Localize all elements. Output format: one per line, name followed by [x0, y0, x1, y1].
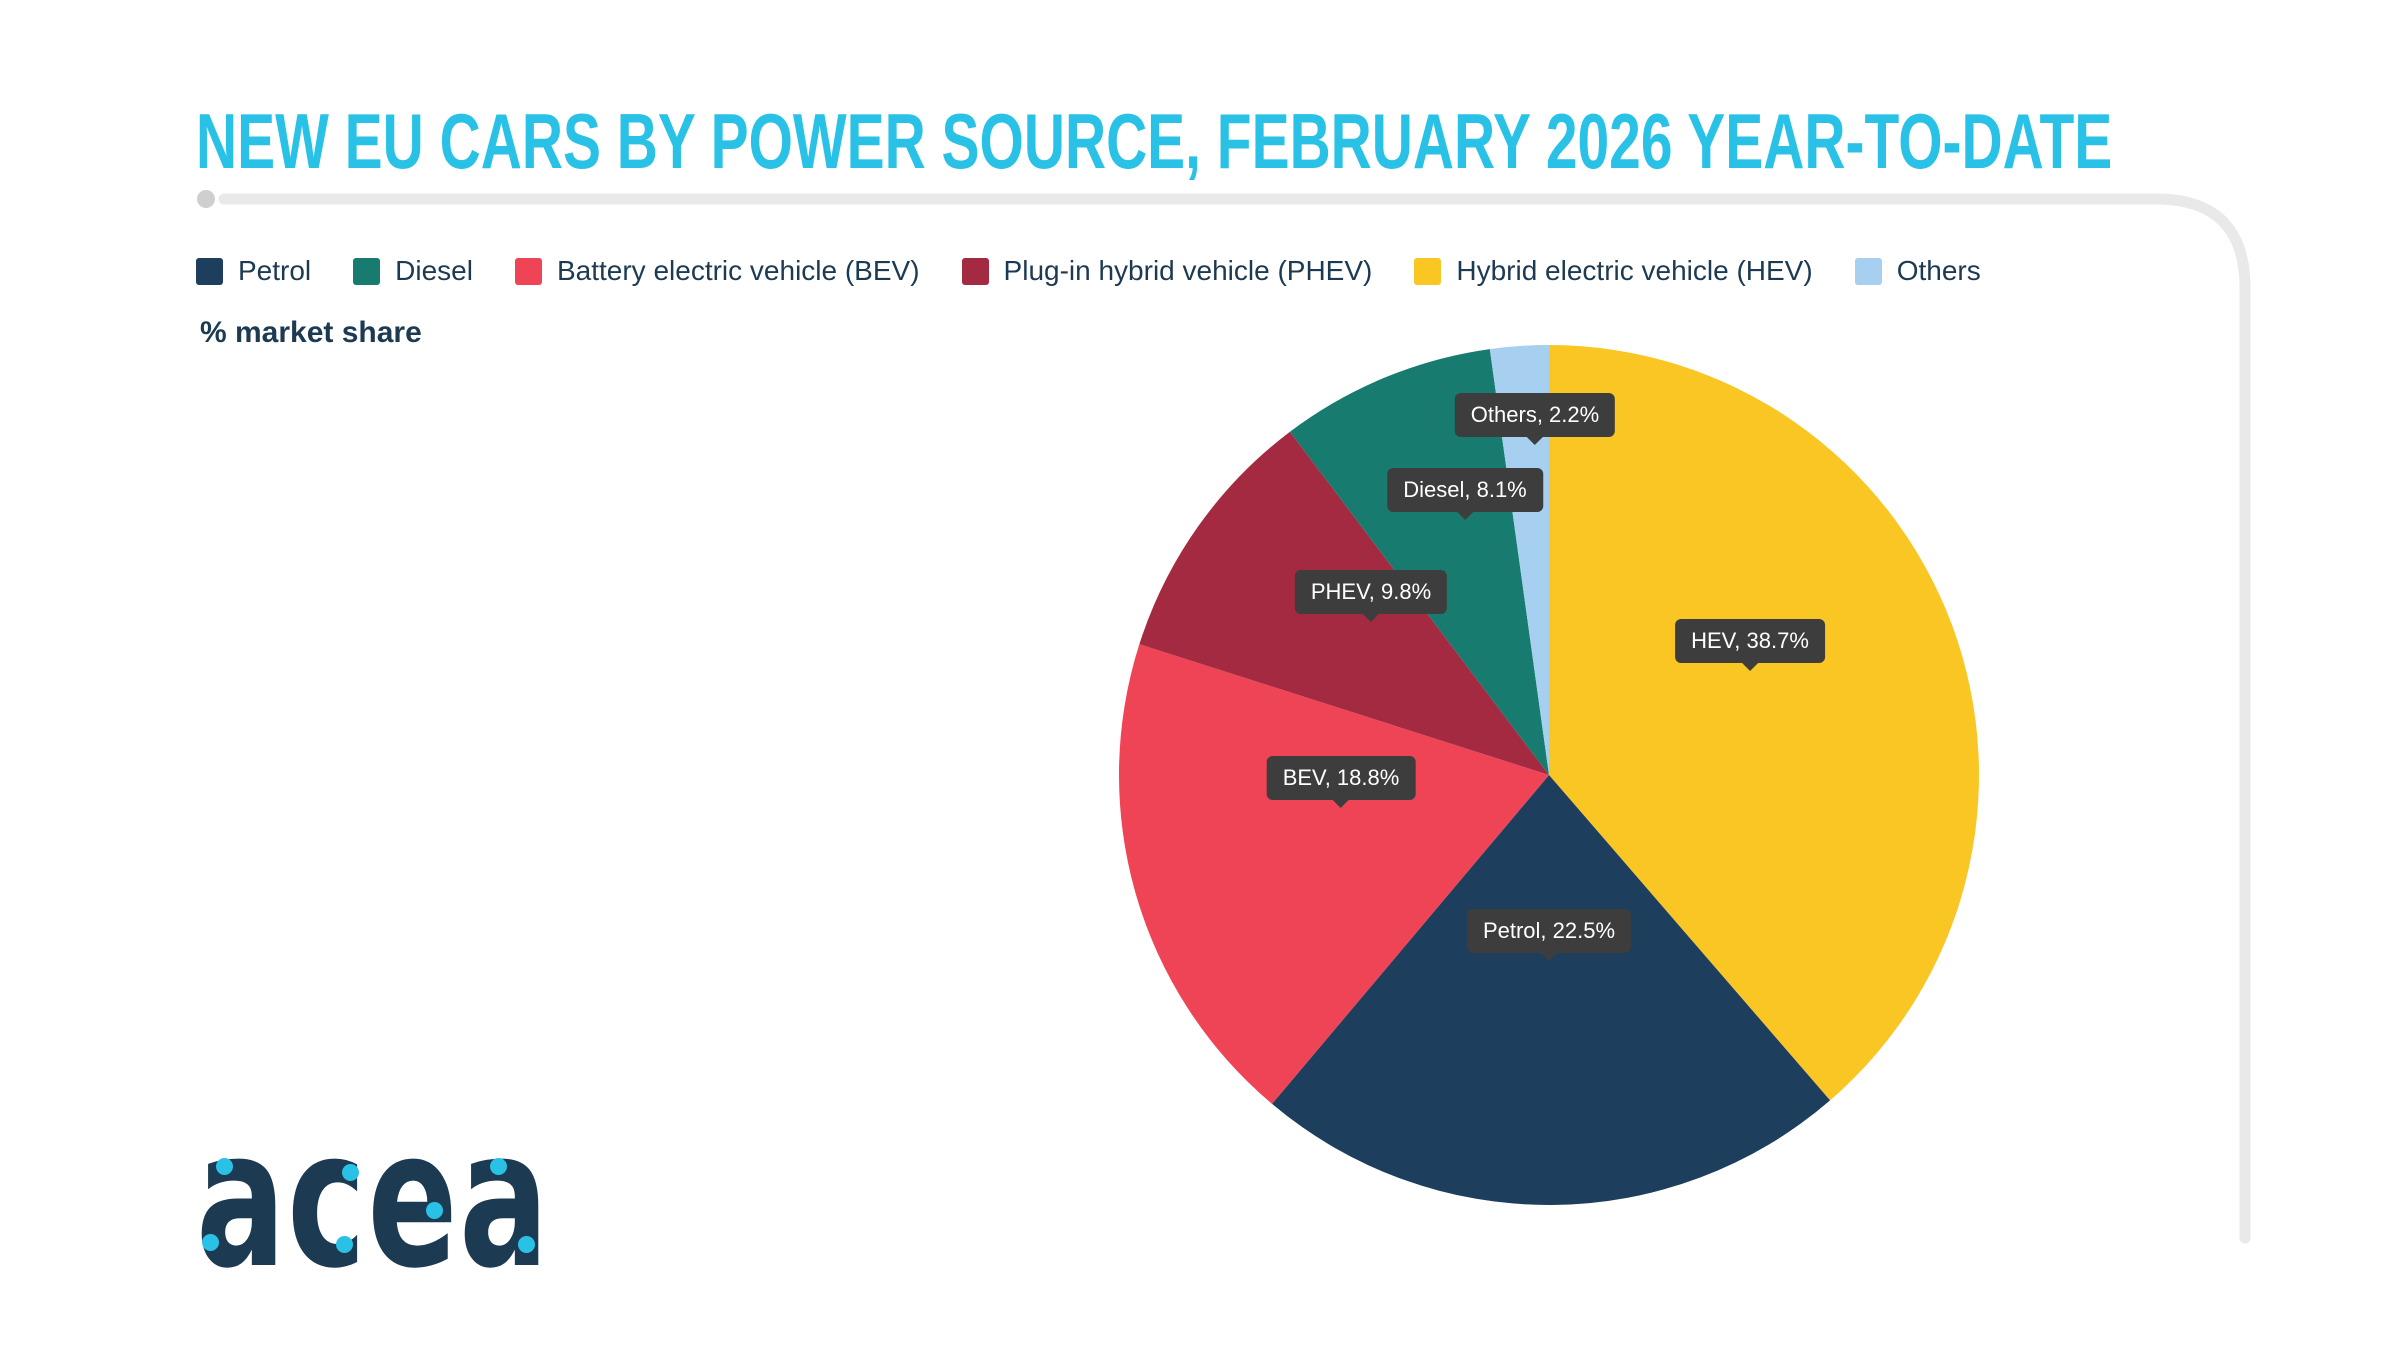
- axis-unit-label: % market share: [200, 316, 422, 349]
- slice-label-phev: PHEV, 9.8%: [1294, 570, 1448, 622]
- logo-dot: [216, 1158, 233, 1175]
- logo-dot: [490, 1158, 507, 1175]
- legend-label: Petrol: [238, 255, 312, 286]
- legend-item-hybrid-electric-vehicle-hev: Hybrid electric vehicle (HEV): [1414, 255, 1813, 287]
- frame-line: [218, 193, 2251, 1244]
- legend: Petrol Diesel Battery electric vehicle (BE…: [196, 255, 1981, 287]
- logo-dot: [518, 1236, 535, 1253]
- legend-item-petrol: Petrol: [196, 255, 311, 287]
- slice-label-hev: HEV, 38.7%: [1675, 619, 1825, 671]
- logo-dot: [342, 1164, 359, 1181]
- legend-label: Battery electric vehicle (BEV): [556, 255, 920, 286]
- pie-slice-others: [1489, 345, 1549, 775]
- logo-dot: [202, 1234, 219, 1251]
- legend-swatch: [353, 257, 381, 285]
- legend-label: Plug-in hybrid vehicle (PHEV): [1003, 255, 1373, 286]
- acea-logo: acea: [196, 1089, 551, 1310]
- logo-dot: [426, 1202, 443, 1219]
- slice-label-diesel: Diesel, 8.1%: [1387, 468, 1543, 520]
- legend-label: Others: [1896, 255, 1981, 286]
- slice-label-others: Others, 2.2%: [1454, 393, 1616, 445]
- legend-item-battery-electric-vehicle-bev: Battery electric vehicle (BEV): [514, 255, 920, 287]
- legend-swatch: [1854, 257, 1882, 285]
- page-title: NEW EU CARS BY POWER SOURCE, FEBRUARY 20…: [196, 97, 2113, 185]
- legend-item-others: Others: [1854, 255, 1981, 287]
- legend-item-plug-in-hybrid-vehicle-phev: Plug-in hybrid vehicle (PHEV): [961, 255, 1373, 287]
- legend-item-diesel: Diesel: [353, 255, 473, 287]
- pie-slice-bev: [1118, 644, 1549, 1104]
- slice-label-bev: BEV, 18.8%: [1266, 756, 1416, 808]
- pie-slice-hev: [1549, 345, 1979, 1101]
- logo-dot: [336, 1236, 353, 1253]
- legend-swatch: [514, 257, 542, 285]
- legend-swatch: [1414, 257, 1442, 285]
- frame-start-dot: [197, 190, 215, 208]
- legend-label: Hybrid electric vehicle (HEV): [1456, 255, 1813, 286]
- legend-swatch: [961, 257, 989, 285]
- pie-slice-petrol: [1272, 775, 1831, 1205]
- pie-slice-diesel: [1289, 349, 1549, 775]
- legend-swatch: [196, 257, 223, 285]
- legend-label: Diesel: [395, 255, 473, 286]
- slice-label-petrol: Petrol, 22.5%: [1466, 909, 1632, 961]
